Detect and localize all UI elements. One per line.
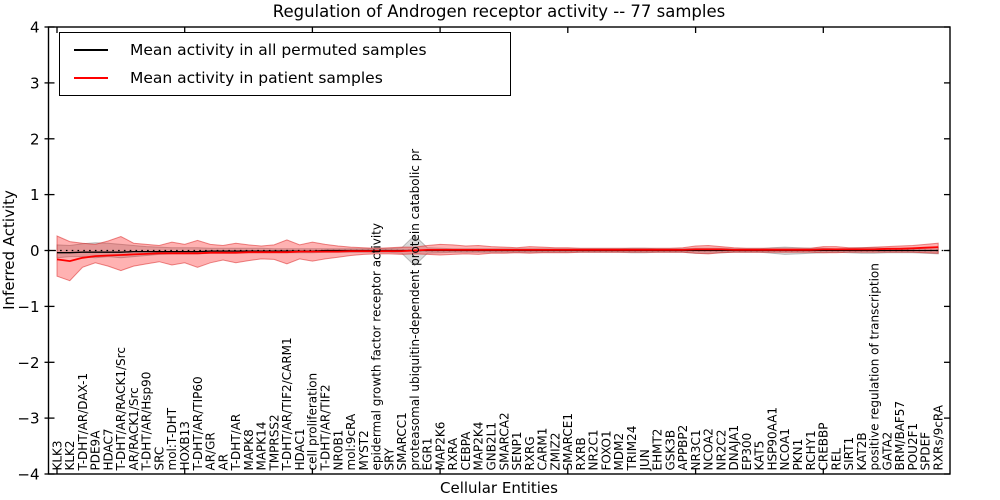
entity-label: SRC [153, 447, 167, 471]
entity-label: positive regulation of transcription [868, 263, 882, 470]
entity-label: PDE9A [89, 430, 103, 471]
entity-label: JUN [638, 449, 652, 471]
entity-label: CREBBP [817, 423, 831, 471]
entity-label: HDAC1 [293, 428, 307, 470]
y-tick-label: −4 [17, 466, 39, 484]
entity-label: ZMIZ2 [548, 433, 562, 471]
chart-title: Regulation of Androgen receptor activity… [273, 2, 725, 21]
y-tick-label: −2 [17, 354, 39, 372]
entity-label: HOXB13 [178, 421, 192, 470]
entity-label: cell proliferation [306, 373, 320, 471]
y-tick-label: −1 [17, 298, 39, 316]
entity-label: AR [216, 454, 230, 471]
legend: Mean activity in all permuted samples Me… [59, 32, 511, 96]
entity-label: DNAJA1 [727, 425, 741, 471]
y-axis-label: Inferred Activity [0, 190, 18, 310]
entity-label: NR3C1 [689, 430, 703, 471]
entity-label: KLK3 [50, 440, 64, 470]
x-axis-label: Cellular Entities [440, 479, 558, 497]
entity-label: EGR1 [421, 438, 435, 471]
entity-label: EP300 [740, 433, 754, 471]
entity-label: POU2F1 [906, 423, 920, 471]
entity-label: NCOA2 [702, 428, 716, 470]
legend-item-patient: Mean activity in patient samples [60, 67, 510, 89]
entity-label: EHMT2 [651, 429, 665, 471]
entity-label: MYST2 [357, 430, 371, 470]
y-tick-label: 3 [30, 74, 40, 92]
entity-label: BRM/BAF57 [893, 401, 907, 471]
entity-label: MAP2K6 [433, 422, 447, 471]
entity-label: AR/GR [204, 432, 218, 470]
entity-label: SMARCE1 [561, 413, 575, 471]
entity-label: MDM2 [612, 433, 626, 471]
legend-label-patient: Mean activity in patient samples [130, 69, 383, 87]
entity-label: CEBPA [459, 431, 473, 471]
entity-label: SPDEF [919, 432, 933, 471]
entity-label: HSP90AA1 [766, 407, 780, 471]
entity-label: TRIM24 [625, 426, 639, 472]
entity-label: proteasomal ubiquitin-dependent protein … [408, 149, 422, 471]
entity-label: MAPK8 [242, 429, 256, 470]
entity-label: MAPK14 [255, 422, 269, 471]
y-tick-label: 0 [30, 242, 40, 260]
entity-label: SMARCC1 [395, 412, 409, 470]
y-tick-label: 2 [30, 130, 40, 148]
entity-label: T-DHT/AR [229, 414, 243, 472]
entity-label: TMPRSS2 [267, 414, 281, 471]
entity-label: epidermal growth factor receptor activit… [370, 223, 384, 470]
entity-label: T-DHT/AR/Hsp90 [140, 372, 154, 472]
entity-label: KAT5 [753, 441, 767, 471]
entity-label: RXRB [574, 437, 588, 470]
entity-label: RXRA [446, 437, 460, 470]
entity-label: MAP2K4 [472, 422, 486, 471]
entity-label: T-DHT/AR/DAX-1 [76, 373, 90, 472]
entity-label: NR2C2 [714, 430, 728, 471]
entity-label: RXRG [523, 436, 537, 470]
entity-label: SIRT1 [842, 437, 856, 471]
entity-label: GATA2 [880, 432, 894, 471]
entity-label: KLK2 [63, 440, 77, 470]
entity-label: AR/RACK1/Src [127, 387, 141, 470]
entity-label: RXRs/9cRA [932, 404, 946, 470]
entity-label: APPBP2 [676, 425, 690, 471]
entity-label: FOXO1 [600, 430, 614, 470]
y-tick-label: 1 [30, 186, 40, 204]
patient-line-swatch [74, 77, 108, 79]
permuted-line-swatch [74, 49, 108, 51]
entity-label: PKN1 [791, 439, 805, 471]
entity-label: GNB2L1 [485, 422, 499, 470]
legend-item-permuted: Mean activity in all permuted samples [60, 39, 510, 61]
entity-label: T-DHT/AR/TIP60 [191, 376, 205, 471]
y-tick-label: −3 [17, 410, 39, 428]
entity-label: SMARCA2 [497, 412, 511, 470]
entity-label: T-DHT/AR/RACK1/Src [114, 347, 128, 471]
entity-label: T-DHT/AR/TIF2 [319, 384, 333, 471]
entity-label: mol:9cRA [344, 413, 358, 470]
entity-label: mol:T-DHT [165, 407, 179, 470]
entity-label: SENP1 [510, 431, 524, 470]
patient-mean-line [56, 246, 939, 263]
entity-label: KAT2B [855, 432, 869, 470]
entity-label: GSK3B [663, 430, 677, 471]
plot-border [47, 26, 951, 475]
entity-label: T-DHT/AR/TIF2/CARM1 [280, 337, 294, 471]
entity-label: NR0B1 [331, 430, 345, 471]
entity-label: RCHY1 [804, 430, 818, 470]
entity-label: REL [829, 448, 843, 471]
entity-label: NR2C1 [587, 430, 601, 471]
entity-label: NCOA1 [778, 428, 792, 470]
legend-label-permuted: Mean activity in all permuted samples [130, 41, 427, 59]
entity-label: CARM1 [536, 428, 550, 471]
entity-label: SRY [382, 447, 396, 470]
patient-band [56, 235, 939, 282]
entity-label: HDAC7 [101, 428, 115, 470]
y-tick-label: 4 [30, 19, 40, 37]
